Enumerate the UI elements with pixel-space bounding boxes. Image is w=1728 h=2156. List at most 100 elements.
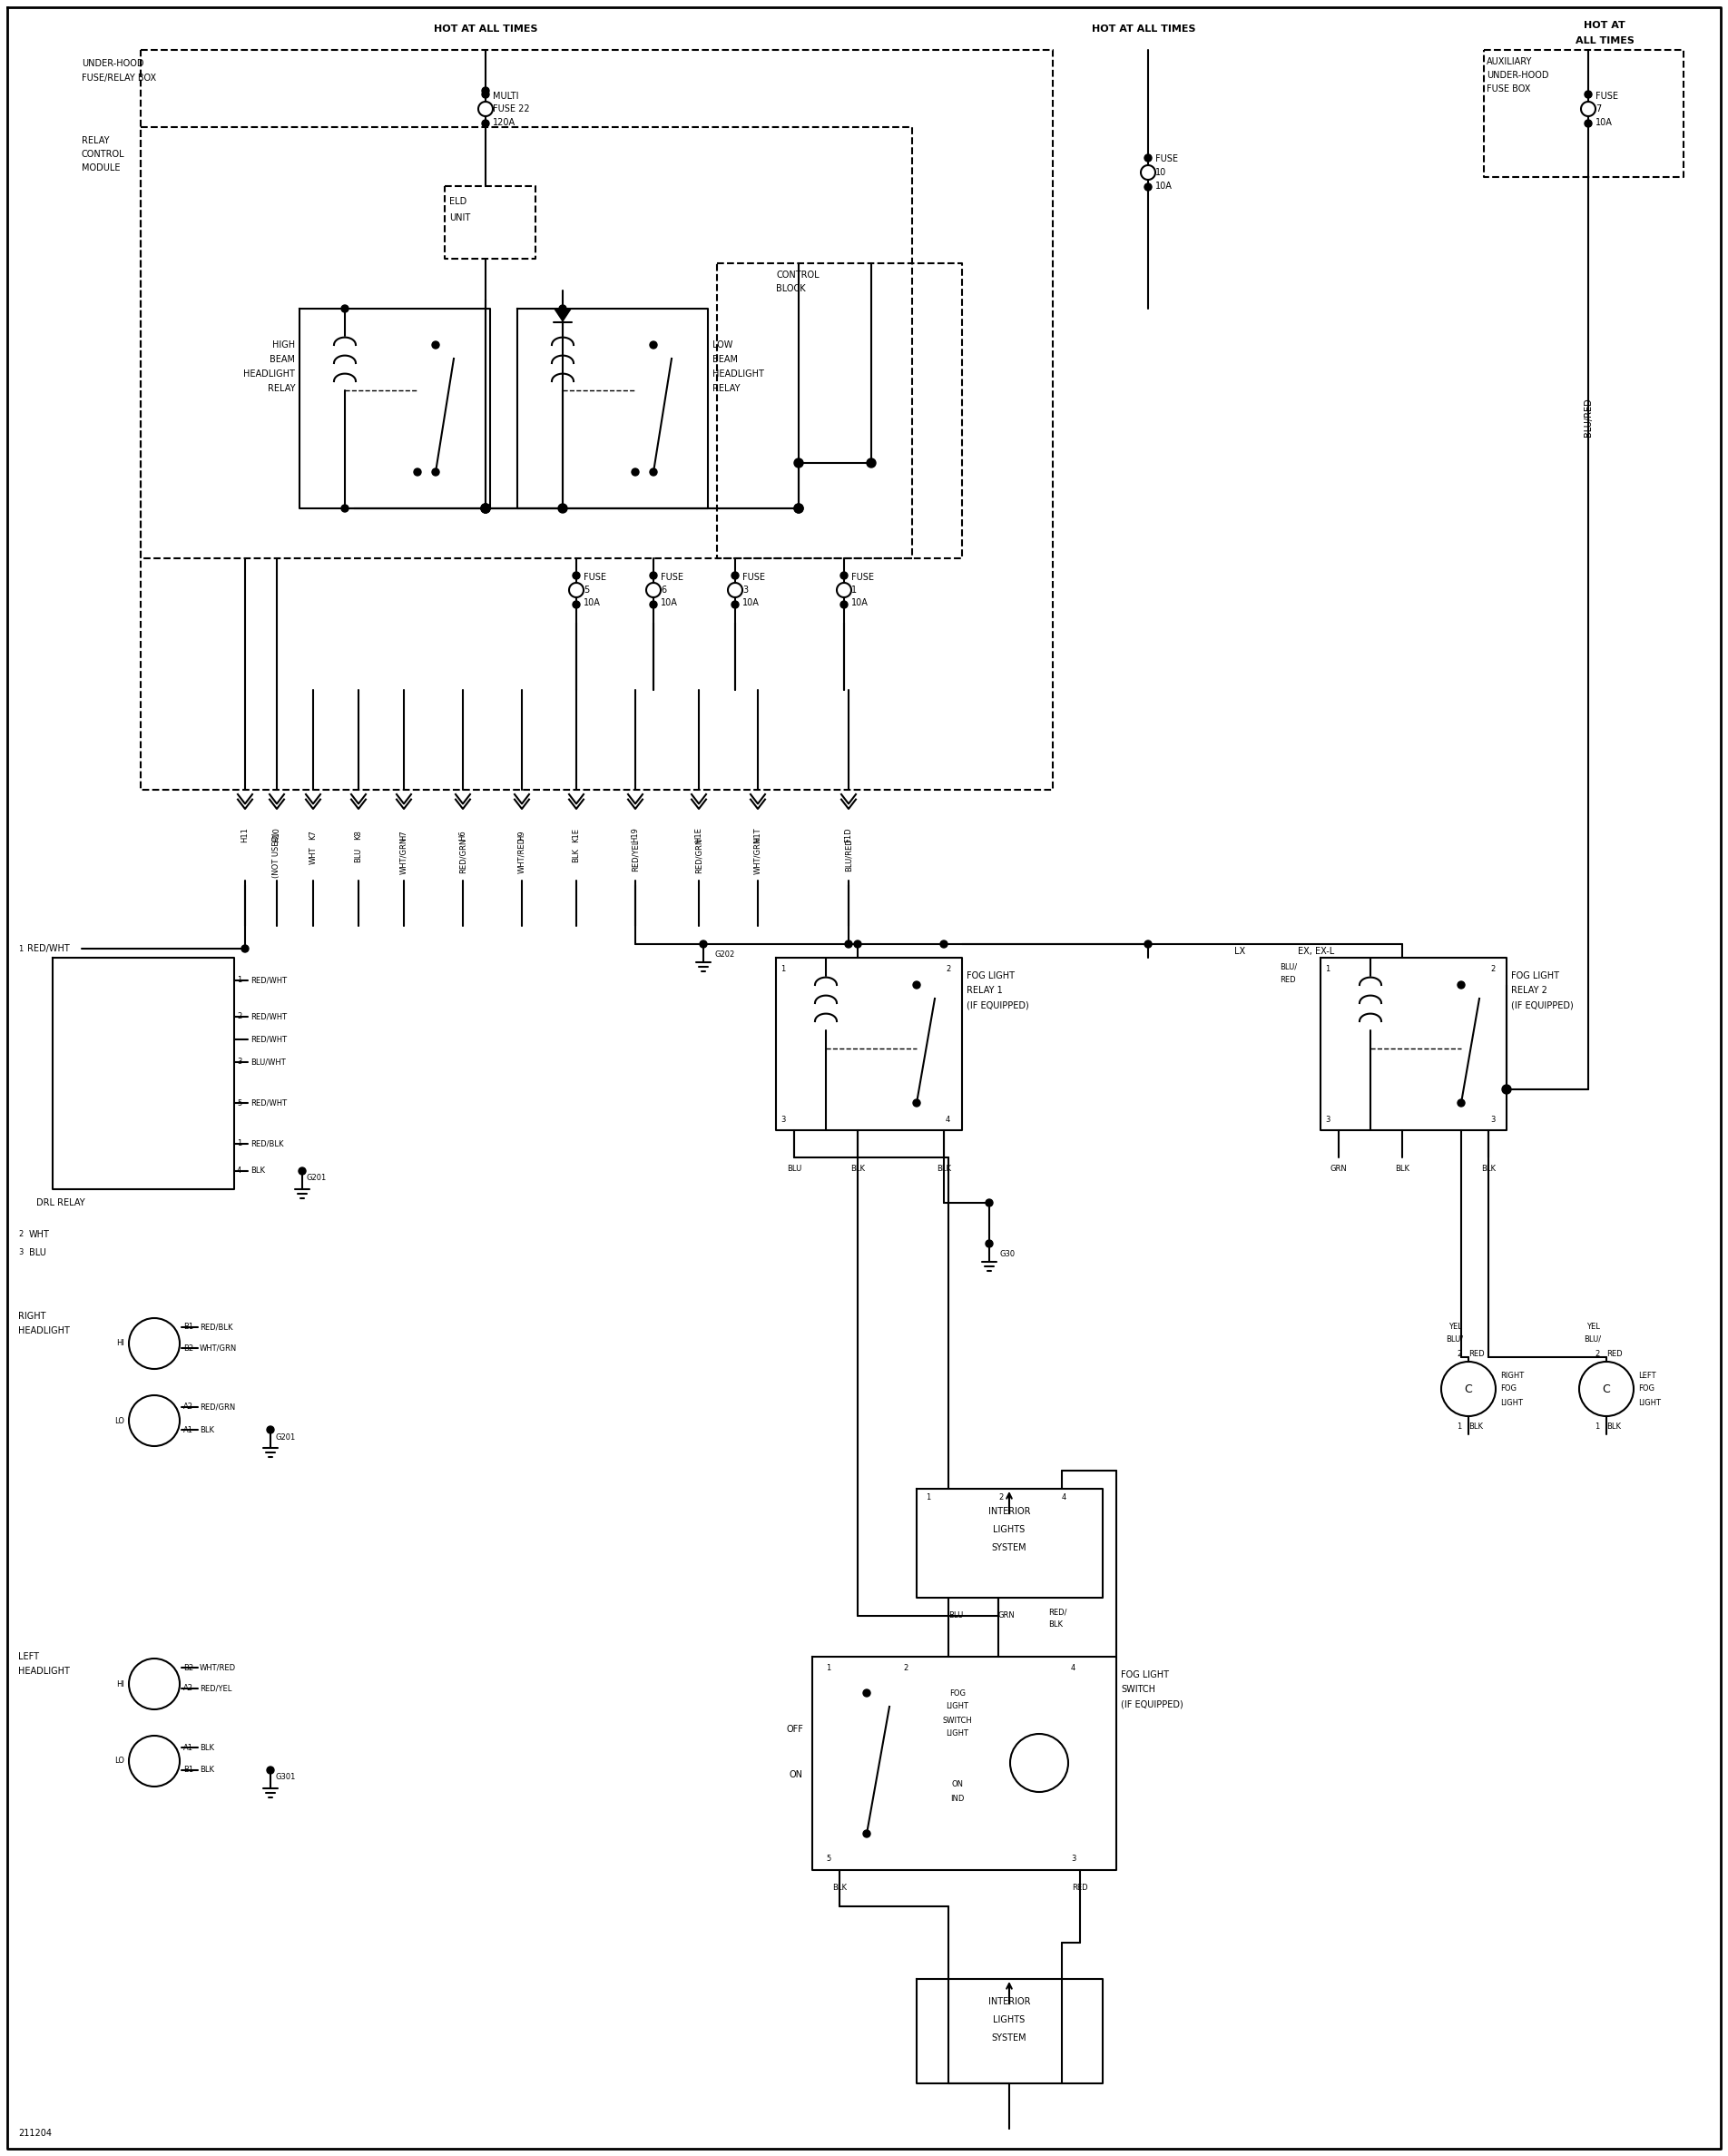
Text: 1: 1 (926, 1494, 930, 1503)
Text: G202: G202 (714, 951, 734, 959)
Text: RED/GRN: RED/GRN (695, 837, 703, 873)
Text: H1T: H1T (753, 828, 762, 843)
Circle shape (242, 944, 249, 953)
Text: CONTROL: CONTROL (776, 270, 819, 280)
Text: RED/GRN: RED/GRN (458, 837, 467, 873)
Text: H7: H7 (399, 830, 408, 841)
Circle shape (1585, 121, 1591, 127)
Text: LO: LO (114, 1416, 124, 1425)
Text: FUSE BOX: FUSE BOX (1486, 84, 1531, 93)
Circle shape (432, 468, 439, 476)
Text: BLK: BLK (200, 1766, 214, 1774)
Text: HEADLIGHT: HEADLIGHT (19, 1326, 69, 1335)
Circle shape (560, 304, 567, 313)
Text: 3: 3 (1490, 1115, 1495, 1123)
Text: 2: 2 (1457, 1350, 1462, 1358)
Text: G201: G201 (275, 1434, 295, 1440)
Circle shape (985, 1199, 994, 1207)
Text: 2: 2 (999, 1494, 1002, 1503)
Text: FOG LIGHT: FOG LIGHT (1510, 972, 1559, 981)
Circle shape (1457, 1100, 1465, 1106)
Circle shape (558, 505, 567, 513)
Text: BLU: BLU (354, 847, 363, 862)
Text: RED/BLK: RED/BLK (200, 1324, 233, 1330)
Text: 5: 5 (826, 1854, 831, 1863)
Text: BLU/RED: BLU/RED (845, 839, 852, 871)
Text: G30: G30 (1001, 1250, 1016, 1259)
Text: LOW: LOW (712, 341, 733, 349)
Text: 10: 10 (1156, 168, 1166, 177)
Circle shape (840, 602, 848, 608)
Text: SWITCH: SWITCH (942, 1716, 973, 1725)
Circle shape (1144, 155, 1151, 162)
Text: FUSE: FUSE (660, 573, 683, 582)
Text: SYSTEM: SYSTEM (992, 2033, 1026, 2042)
Text: DRL RELAY: DRL RELAY (36, 1199, 85, 1207)
Text: A1: A1 (183, 1425, 194, 1434)
Text: WHT/RED: WHT/RED (518, 837, 525, 873)
Text: H6: H6 (458, 830, 467, 841)
Text: 120A: 120A (492, 119, 515, 127)
Text: 2: 2 (237, 1013, 242, 1020)
Circle shape (845, 940, 852, 949)
Text: YEL: YEL (1586, 1324, 1600, 1330)
Circle shape (1144, 940, 1151, 949)
Text: RELAY 1: RELAY 1 (966, 985, 1002, 994)
Text: RED/BLK: RED/BLK (251, 1141, 283, 1147)
Circle shape (1585, 91, 1591, 97)
Text: CONTROL: CONTROL (81, 149, 124, 160)
Text: EX, EX-L: EX, EX-L (1298, 946, 1334, 955)
Text: SYSTEM: SYSTEM (992, 1544, 1026, 1552)
Text: 1: 1 (1595, 1423, 1600, 1432)
Text: (IF EQUIPPED): (IF EQUIPPED) (1121, 1699, 1184, 1708)
Text: RED/GRN: RED/GRN (200, 1404, 235, 1412)
Text: BLU/RED: BLU/RED (1583, 399, 1593, 438)
Text: RED/WHT: RED/WHT (251, 1035, 287, 1044)
Text: BLU: BLU (29, 1248, 47, 1257)
Text: RED/WHT: RED/WHT (28, 944, 69, 953)
Text: BLU/: BLU/ (1280, 964, 1298, 970)
Text: RED/WHT: RED/WHT (251, 977, 287, 985)
Text: FOG: FOG (949, 1688, 966, 1697)
Text: LIGHTS: LIGHTS (994, 2016, 1025, 2024)
Circle shape (795, 505, 804, 513)
Text: 1: 1 (237, 977, 242, 985)
Text: FUSE: FUSE (743, 573, 766, 582)
Text: BLK: BLK (937, 1164, 950, 1173)
Text: MULTI: MULTI (492, 93, 518, 101)
Text: B2: B2 (183, 1343, 194, 1352)
Circle shape (480, 505, 491, 513)
Circle shape (1457, 981, 1465, 990)
Text: FUSE: FUSE (1156, 155, 1178, 164)
Text: 3: 3 (781, 1115, 786, 1123)
Text: (NOT USED): (NOT USED) (273, 832, 282, 877)
Text: ALL TIMES: ALL TIMES (1576, 37, 1635, 45)
Text: 3: 3 (19, 1248, 22, 1257)
Text: BLK: BLK (1394, 1164, 1410, 1173)
Text: RED: RED (1607, 1350, 1623, 1358)
Text: HIGH: HIGH (271, 341, 295, 349)
Text: BLU: BLU (949, 1613, 962, 1619)
Circle shape (650, 341, 657, 349)
Text: HOT AT ALL TIMES: HOT AT ALL TIMES (434, 24, 537, 34)
Text: FUSE: FUSE (1595, 93, 1617, 101)
Text: 211204: 211204 (19, 2128, 52, 2139)
Circle shape (912, 1100, 921, 1106)
Text: 1: 1 (781, 964, 785, 972)
Circle shape (340, 505, 349, 511)
Text: FOG LIGHT: FOG LIGHT (966, 972, 1014, 981)
Text: BLU: BLU (786, 1164, 802, 1173)
Text: SWITCH: SWITCH (1121, 1684, 1156, 1695)
Circle shape (731, 602, 740, 608)
Text: UNIT: UNIT (449, 213, 470, 222)
Text: C: C (1602, 1382, 1610, 1395)
Text: 4: 4 (1071, 1664, 1077, 1671)
Text: K1E: K1E (572, 828, 581, 843)
Text: YEL: YEL (1448, 1324, 1462, 1330)
Text: BLK: BLK (833, 1884, 847, 1893)
Text: RED: RED (1280, 977, 1296, 985)
Circle shape (867, 459, 876, 468)
Text: HI: HI (116, 1680, 124, 1688)
Text: HI: HI (116, 1339, 124, 1348)
Text: RIGHT: RIGHT (1500, 1371, 1524, 1380)
